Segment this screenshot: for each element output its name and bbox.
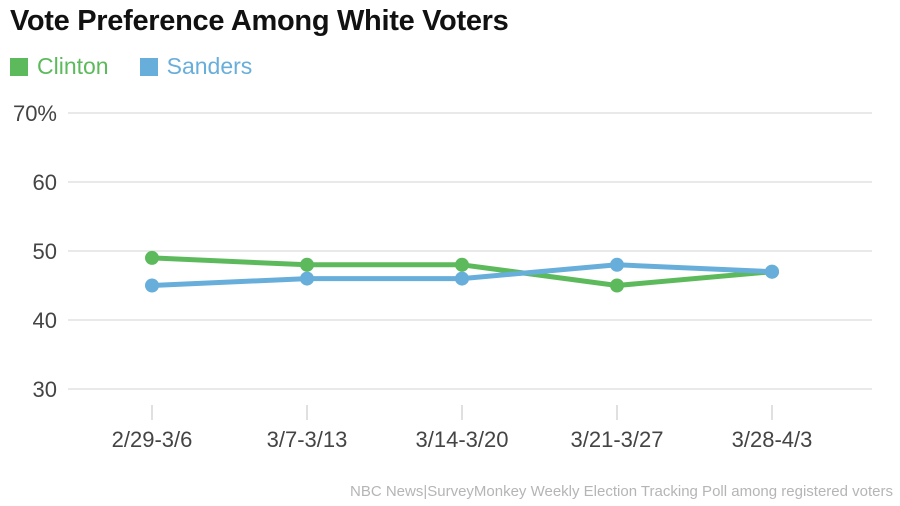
legend: Clinton Sanders <box>10 53 252 80</box>
svg-text:40: 40 <box>33 308 57 333</box>
svg-text:3/28-4/3: 3/28-4/3 <box>732 427 813 452</box>
line-chart: 30 40 50 60 70% 2/29-3/6 3/7-3/13 3/14-3/20 3/21… <box>13 101 872 452</box>
legend-item-sanders: Sanders <box>139 53 253 80</box>
legend-label-clinton: Clinton <box>37 53 109 79</box>
source-note: NBC News|SurveyMonkey Weekly Election Tr… <box>349 483 893 500</box>
sanders-swatch-icon <box>139 57 158 76</box>
svg-text:3/7-3/13: 3/7-3/13 <box>267 427 348 452</box>
svg-text:50: 50 <box>33 239 57 264</box>
svg-text:30: 30 <box>33 377 57 402</box>
svg-text:2/29-3/6: 2/29-3/6 <box>112 427 193 452</box>
legend-item-clinton: Clinton <box>10 53 109 80</box>
svg-text:3/14-3/20: 3/14-3/20 <box>416 427 509 452</box>
chart-title: Vote Preference Among White Voters <box>10 5 509 37</box>
svg-text:60: 60 <box>33 170 57 195</box>
legend-label-sanders: Sanders <box>166 53 253 79</box>
svg-text:3/21-3/27: 3/21-3/27 <box>571 427 664 452</box>
clinton-swatch-icon <box>10 57 28 76</box>
svg-text:70%: 70% <box>13 101 57 126</box>
